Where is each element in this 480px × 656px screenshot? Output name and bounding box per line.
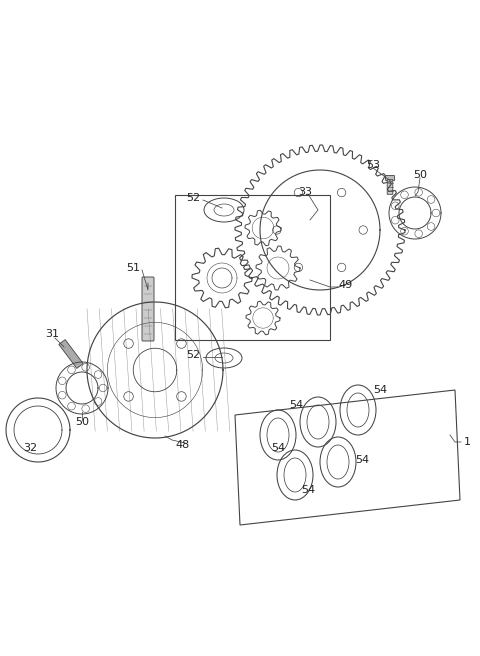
Bar [175, 195, 330, 340]
Text: 1: 1 [464, 437, 471, 447]
FancyBboxPatch shape [387, 180, 393, 194]
Text: 50: 50 [413, 170, 427, 180]
Text: 52: 52 [186, 350, 200, 360]
Text: 54: 54 [373, 385, 387, 395]
Text: 54: 54 [355, 455, 369, 465]
Text: 52: 52 [186, 193, 200, 203]
Text: 51: 51 [126, 263, 140, 273]
FancyBboxPatch shape [142, 277, 154, 341]
Text: 33: 33 [298, 187, 312, 197]
FancyBboxPatch shape [385, 176, 395, 180]
Text: 54: 54 [271, 443, 285, 453]
Text: 54: 54 [301, 485, 315, 495]
Text: 32: 32 [23, 443, 37, 453]
Text: 54: 54 [289, 400, 303, 410]
Text: 50: 50 [75, 417, 89, 427]
Text: 49: 49 [338, 280, 352, 290]
Polygon shape [59, 340, 83, 369]
Text: 53: 53 [366, 160, 380, 170]
Text: 48: 48 [176, 440, 190, 450]
Text: 31: 31 [45, 329, 59, 339]
